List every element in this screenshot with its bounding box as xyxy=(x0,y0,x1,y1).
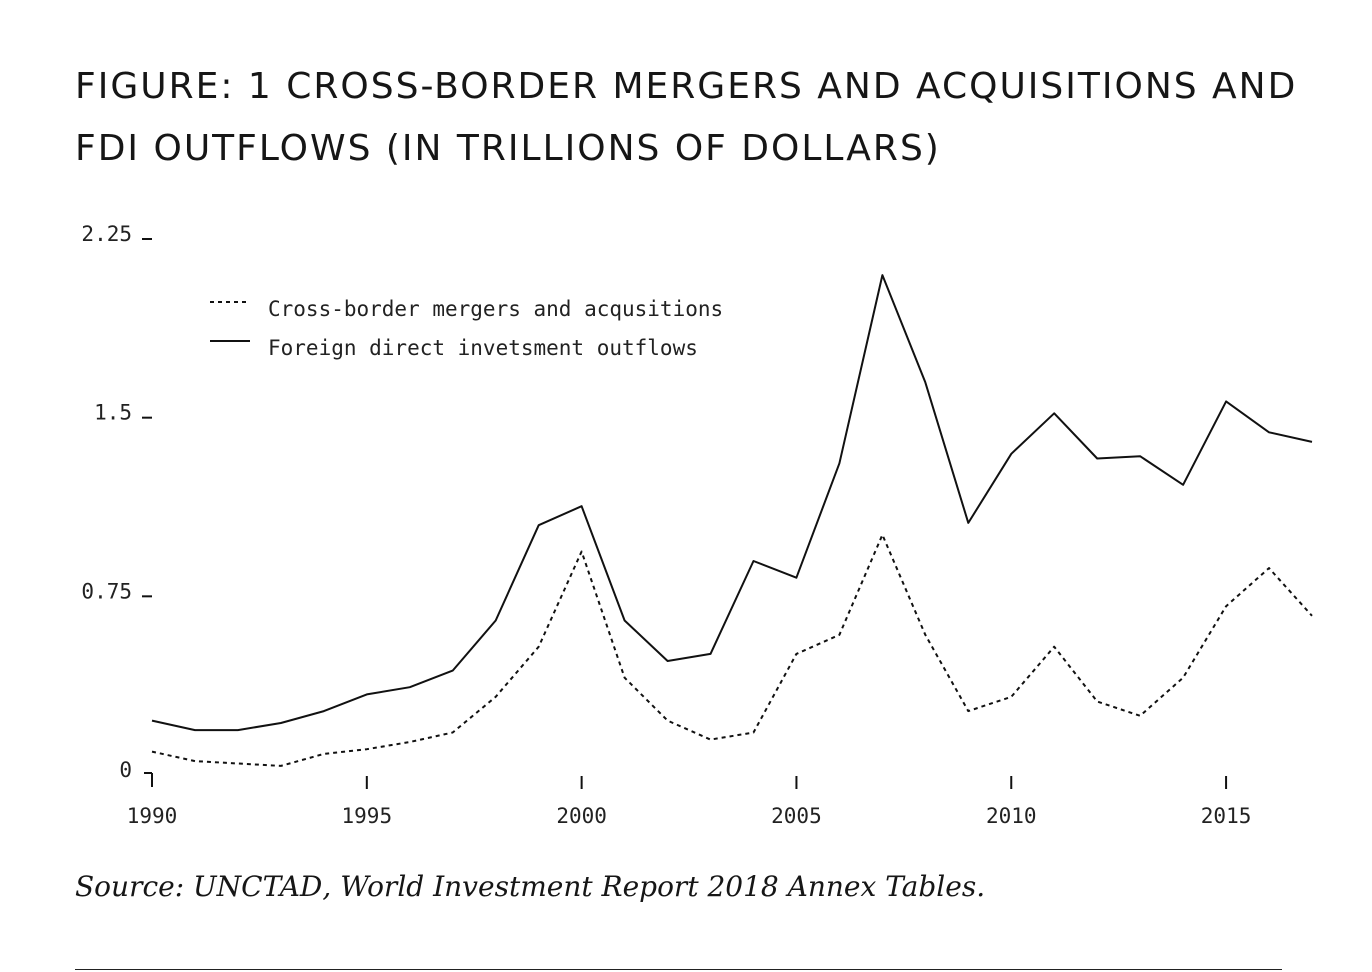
x-tick-label-4: 2010 xyxy=(986,804,1037,828)
series-line-0 xyxy=(151,533,1313,767)
x-tick-label-2: 2000 xyxy=(556,804,607,828)
source-org: UNCTAD xyxy=(193,870,323,903)
series-layer xyxy=(151,274,1313,767)
y-tick-label-1: 0.75 xyxy=(81,579,132,603)
source-prefix: Source: xyxy=(75,870,194,903)
chart-title: FIGURE: 1 CROSS-BORDER MERGERS AND ACQUI… xyxy=(75,66,1298,169)
source-note: Source: UNCTAD, World Investment Report … xyxy=(75,870,985,903)
legend-label-1: Foreign direct invetsment outflows xyxy=(268,336,698,360)
bottom-divider xyxy=(75,969,1282,970)
y-tick-label-3: 2.25 xyxy=(81,222,132,246)
line-chart: 0 0.75 1.5 2.25 1990 1995 2000 2005 2010 2015 Cro… xyxy=(81,222,1313,828)
y-tick-label-2: 1.5 xyxy=(94,401,132,425)
legend: Cross-border mergers and acqusitions Fore… xyxy=(210,297,723,360)
x-tick-label-3: 2005 xyxy=(771,804,822,828)
x-tick-label-5: 2015 xyxy=(1201,804,1252,828)
axes: 0 0.75 1.5 2.25 1990 1995 2000 2005 2010 2015 xyxy=(81,222,1251,828)
source-rest: , World Investment Report 2018 Annex Tab… xyxy=(322,870,986,903)
x-tick-label-0: 1990 xyxy=(127,804,178,828)
x-tick-label-1: 1995 xyxy=(342,804,393,828)
series-line-1 xyxy=(151,274,1313,732)
legend-label-0: Cross-border mergers and acqusitions xyxy=(268,297,723,321)
y-tick-label-0: 0 xyxy=(119,758,132,782)
